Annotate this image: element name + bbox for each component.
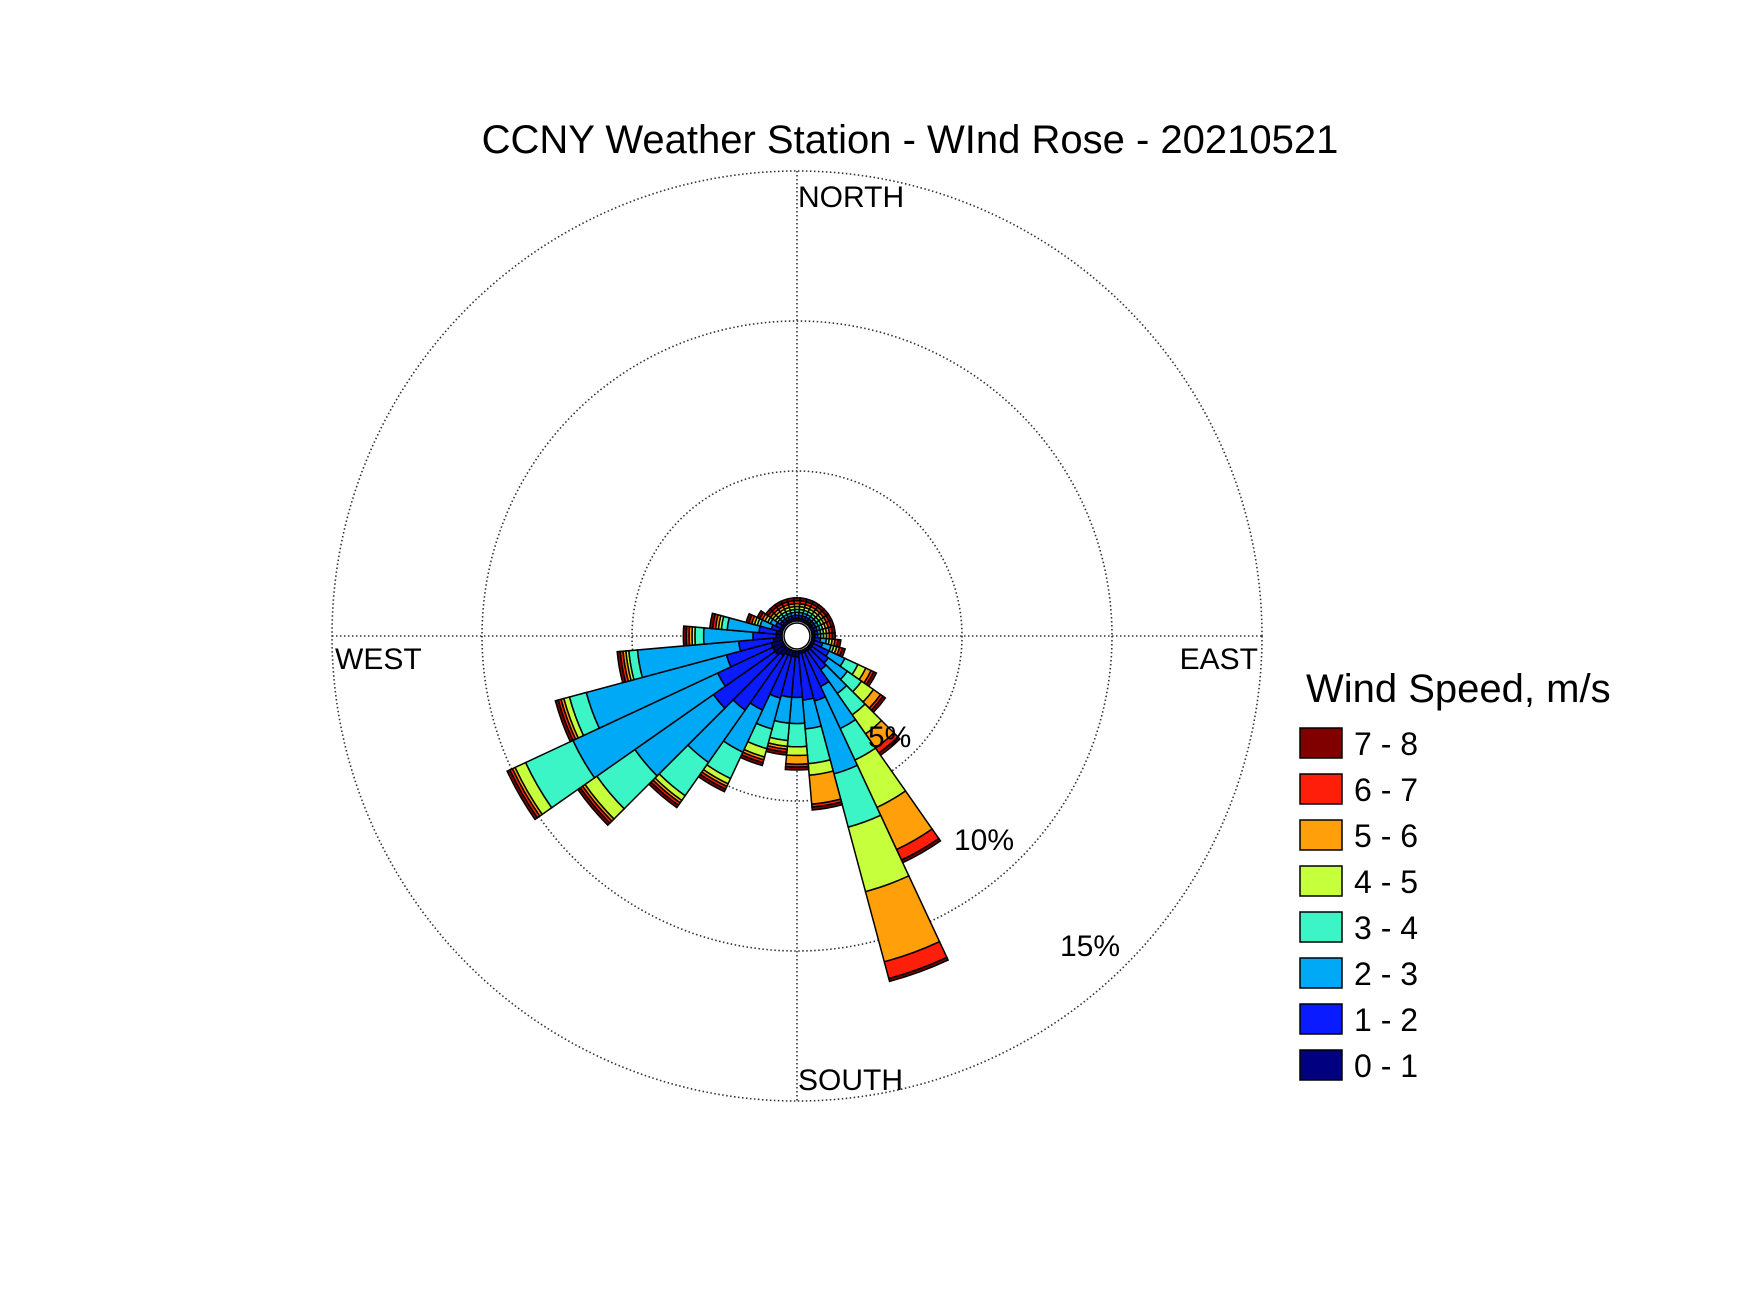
chart-title: CCNY Weather Station - WInd Rose - 20210… (482, 118, 1339, 162)
sector-250-bin-7 (554, 699, 574, 743)
sector-180-bin-4 (785, 745, 809, 757)
label-north: NORTH (798, 181, 904, 214)
legend-label-5: 2 - 3 (1354, 956, 1418, 992)
legend-swatch-1 (1299, 773, 1343, 805)
legend-swatch-2 (1299, 819, 1343, 851)
legend-swatch-7 (1299, 1049, 1343, 1081)
legend-label-2: 5 - 6 (1354, 818, 1418, 854)
legend-swatch-3 (1299, 865, 1343, 897)
sector-80-bin-7 (830, 625, 836, 634)
sector-90-bin-7 (831, 631, 836, 641)
legend-label-3: 4 - 5 (1354, 864, 1418, 900)
legend-title: Wind Speed, m/s (1306, 667, 1611, 711)
calm-center-circle (783, 622, 811, 650)
sector-180-bin-5 (785, 754, 809, 765)
legend-swatch-5 (1299, 957, 1343, 989)
legend-swatch-4 (1299, 911, 1343, 943)
label-south: SOUTH (798, 1064, 903, 1097)
sector-0-bin-7 (792, 597, 802, 602)
sector-270-bin-3 (694, 626, 705, 646)
sector-180-bin-7 (784, 765, 810, 771)
sector-260-bin-7 (616, 650, 627, 684)
legend-swatch-6 (1299, 1003, 1343, 1035)
wind-rose-sectors (506, 597, 950, 983)
sector-160-bin-7 (887, 956, 950, 983)
sector-350-bin-7 (786, 597, 795, 603)
sector-180-bin-3 (786, 722, 808, 748)
label-east: EAST (1180, 643, 1258, 676)
legend-label-6: 1 - 2 (1354, 1002, 1418, 1038)
legend-label-1: 6 - 7 (1354, 772, 1418, 808)
legend-label-4: 3 - 4 (1354, 910, 1418, 946)
sector-170-bin-7 (811, 801, 844, 811)
ring-label-10: 10% (954, 824, 1014, 857)
sector-280-bin-7 (708, 612, 717, 630)
sector-240-bin-7 (506, 768, 539, 821)
legend: Wind Speed, m/s 7 - 8 6 - 7 5 - 6 4 - 5 3 - … (1299, 667, 1611, 1084)
ring-label-5: 5% (868, 721, 911, 754)
label-west: WEST (335, 643, 422, 676)
sector-290-bin-7 (745, 612, 753, 625)
sector-270-bin-7 (682, 625, 688, 647)
sector-300-bin-7 (756, 609, 765, 620)
legend-label-0: 7 - 8 (1354, 726, 1418, 762)
ring-label-15: 15% (1060, 930, 1120, 963)
legend-swatch-0 (1299, 727, 1343, 759)
legend-label-7: 0 - 1 (1354, 1048, 1418, 1084)
